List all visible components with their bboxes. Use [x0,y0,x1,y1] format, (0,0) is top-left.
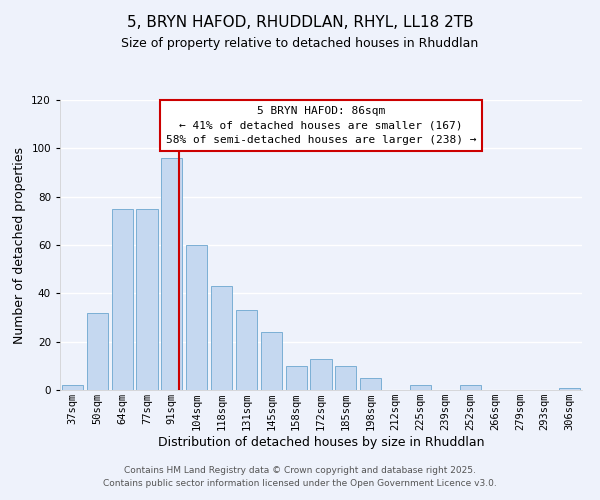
Bar [310,358,332,390]
Text: 5 BRYN HAFOD: 86sqm
← 41% of detached houses are smaller (167)
58% of semi-detac: 5 BRYN HAFOD: 86sqm ← 41% of detached ho… [166,106,476,146]
Bar [460,385,481,390]
Bar [87,312,108,390]
Bar [261,332,282,390]
Bar [186,245,207,390]
Bar [335,366,356,390]
Text: Size of property relative to detached houses in Rhuddlan: Size of property relative to detached ho… [121,38,479,51]
X-axis label: Distribution of detached houses by size in Rhuddlan: Distribution of detached houses by size … [158,436,484,449]
Y-axis label: Number of detached properties: Number of detached properties [13,146,26,344]
Bar [211,286,232,390]
Text: 5, BRYN HAFOD, RHUDDLAN, RHYL, LL18 2TB: 5, BRYN HAFOD, RHUDDLAN, RHYL, LL18 2TB [127,15,473,30]
Bar [286,366,307,390]
Bar [136,209,158,390]
Bar [410,385,431,390]
Text: Contains HM Land Registry data © Crown copyright and database right 2025.
Contai: Contains HM Land Registry data © Crown c… [103,466,497,487]
Bar [559,388,580,390]
Bar [360,378,381,390]
Bar [62,385,83,390]
Bar [236,310,257,390]
Bar [161,158,182,390]
Bar [112,209,133,390]
